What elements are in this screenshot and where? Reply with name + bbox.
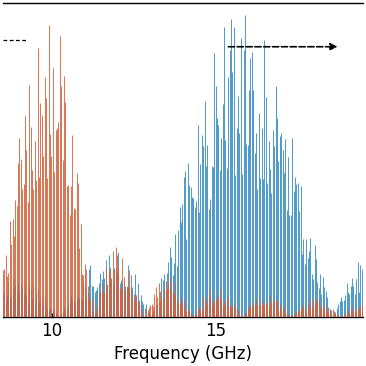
X-axis label: Frequency (GHz): Frequency (GHz): [114, 345, 252, 363]
